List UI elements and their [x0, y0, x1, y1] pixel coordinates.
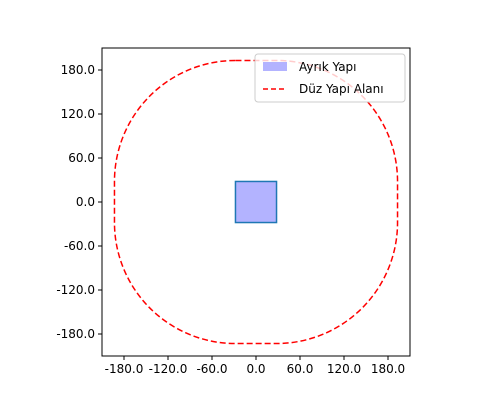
y-tick-label: 120.0: [61, 107, 95, 121]
x-tick-label: 0.0: [246, 362, 265, 376]
y-tick-label: 0.0: [76, 195, 95, 209]
legend: Ayrık Yapı Düz Yapı Alanı: [254, 53, 406, 103]
series-square: [234, 180, 278, 224]
legend-swatch-square: [263, 62, 287, 71]
plot-area: [113, 59, 399, 345]
y-tick-label: -120.0: [56, 283, 95, 297]
x-tick-label: 60.0: [287, 362, 314, 376]
legend-box: [254, 53, 406, 103]
x-tick-label: -120.0: [149, 362, 188, 376]
x-tick-label: 120.0: [327, 362, 361, 376]
y-tick-label: -60.0: [64, 239, 95, 253]
x-tick-label: -60.0: [196, 362, 227, 376]
axes: -180.0 -120.0 -60.0 0.0 60.0 120.0 180.0 -180.0…: [56, 47, 411, 376]
y-tick-label: 180.0: [61, 63, 95, 77]
series-dashed-boundary: [113, 59, 399, 345]
legend-label-square: Ayrık Yapı: [299, 60, 357, 74]
y-tick-label: -180.0: [56, 327, 95, 341]
y-tick-label: 60.0: [68, 151, 95, 165]
legend-label-dashed: Düz Yapı Alanı: [299, 82, 384, 96]
x-tick-label: -180.0: [105, 362, 144, 376]
x-tick-label: 180.0: [371, 362, 405, 376]
